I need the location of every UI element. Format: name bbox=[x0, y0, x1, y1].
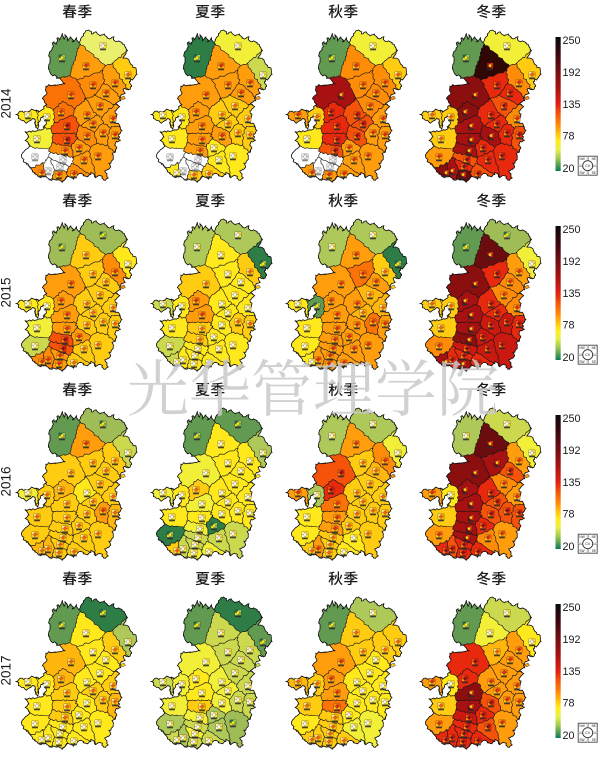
svg-text:2017: 2017 bbox=[0, 655, 14, 685]
svg-text:2015: 2015 bbox=[0, 277, 14, 307]
svg-text:250: 250 bbox=[563, 35, 581, 47]
svg-text:2014: 2014 bbox=[0, 88, 14, 119]
svg-text:78: 78 bbox=[563, 509, 575, 521]
svg-text:250: 250 bbox=[563, 224, 581, 236]
svg-text:NE: NE bbox=[592, 724, 596, 728]
svg-text:250: 250 bbox=[563, 413, 581, 425]
svg-text:78: 78 bbox=[563, 320, 575, 332]
svg-text:250: 250 bbox=[563, 602, 581, 614]
svg-text:CV: CV bbox=[585, 353, 591, 357]
svg-text:NW: NW bbox=[579, 724, 584, 728]
svg-text:SE: SE bbox=[592, 360, 596, 364]
svg-text:SW: SW bbox=[579, 171, 584, 175]
svg-text:SE: SE bbox=[592, 171, 596, 175]
svg-text:NW: NW bbox=[579, 157, 584, 161]
svg-text:NE: NE bbox=[592, 346, 596, 350]
svg-text:192: 192 bbox=[563, 256, 581, 268]
svg-text:SW: SW bbox=[579, 549, 584, 553]
svg-text:135: 135 bbox=[563, 288, 581, 300]
svg-text:SW: SW bbox=[579, 738, 584, 742]
svg-text:135: 135 bbox=[563, 666, 581, 678]
svg-text:CV: CV bbox=[585, 542, 591, 546]
svg-text:SE: SE bbox=[592, 549, 596, 553]
svg-text:192: 192 bbox=[563, 67, 581, 79]
svg-text:20: 20 bbox=[563, 163, 575, 175]
svg-text:20: 20 bbox=[563, 352, 575, 364]
svg-text:NE: NE bbox=[592, 157, 596, 161]
svg-text:78: 78 bbox=[563, 131, 575, 143]
svg-text:135: 135 bbox=[563, 99, 581, 111]
svg-text:CV: CV bbox=[585, 164, 591, 168]
svg-text:SE: SE bbox=[592, 738, 596, 742]
svg-text:135: 135 bbox=[563, 477, 581, 489]
svg-text:78: 78 bbox=[563, 698, 575, 710]
svg-text:NW: NW bbox=[579, 346, 584, 350]
svg-text:192: 192 bbox=[563, 634, 581, 646]
svg-text:2016: 2016 bbox=[0, 466, 14, 496]
svg-text:192: 192 bbox=[563, 445, 581, 457]
svg-text:20: 20 bbox=[563, 730, 575, 742]
svg-text:20: 20 bbox=[563, 541, 575, 553]
svg-text:SW: SW bbox=[579, 360, 584, 364]
svg-text:CV: CV bbox=[585, 731, 591, 735]
svg-text:NE: NE bbox=[592, 535, 596, 539]
svg-text:NW: NW bbox=[579, 535, 584, 539]
